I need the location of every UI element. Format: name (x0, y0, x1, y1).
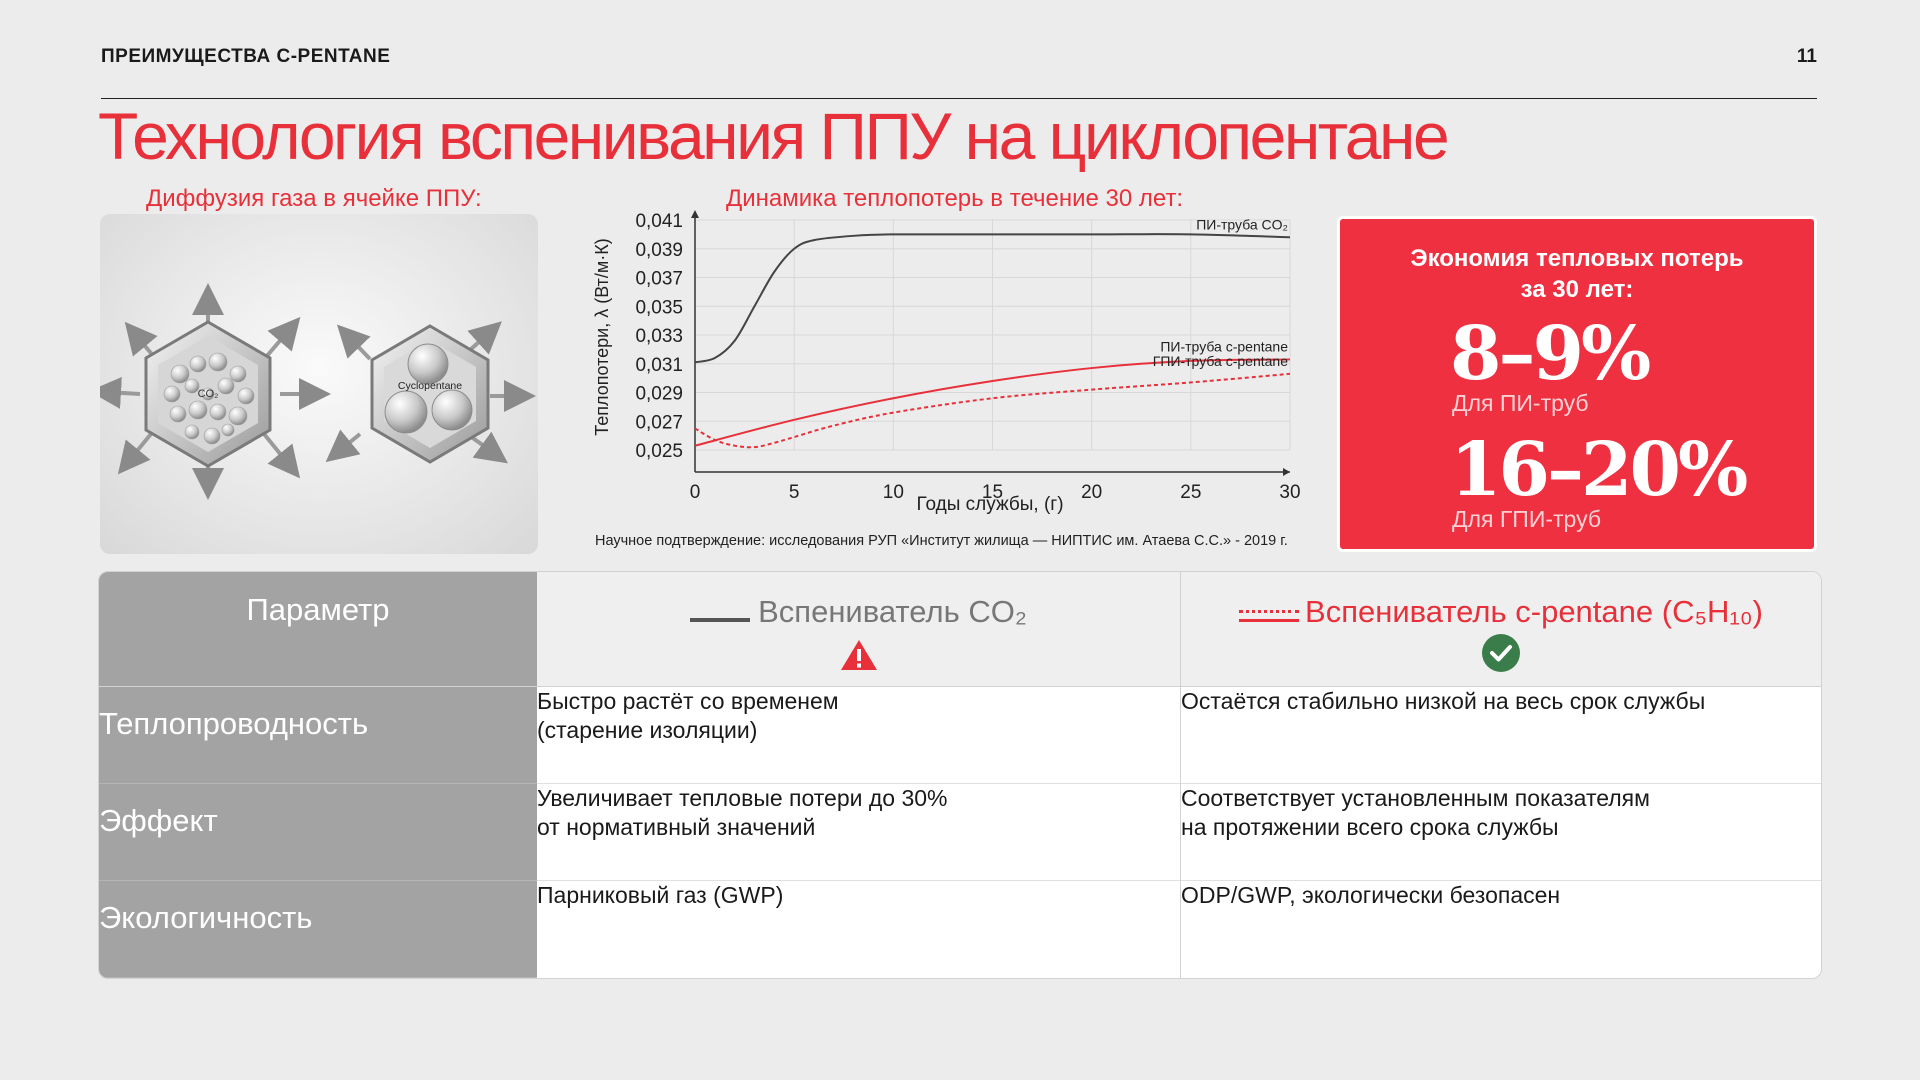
solid-line-legend-icon (690, 617, 751, 622)
row-cp-cell: Соответствует установленным показателям н… (1181, 784, 1821, 881)
row-co2-cell: Парниковый газ (GWP) (537, 881, 1181, 978)
header-divider (101, 98, 1817, 99)
heat-loss-chart: 0,041 0,039 0,037 0,035 0,033 0,031 0,029 0,027… (592, 210, 1301, 515)
y-tick-label: 0,029 (635, 384, 683, 405)
y-tick-label: 0,027 (635, 412, 683, 433)
savings-heading-line1: Экономия тепловых потерь (1410, 245, 1744, 272)
cyclopentane-cell-label: Cyclopentane (398, 380, 462, 392)
savings-card: Экономия тепловых потерь за 30 лет: 8–9%… (1337, 216, 1817, 552)
warning-icon (537, 638, 1180, 677)
row-co2-cell: Быстро растёт со временем (старение изоля… (537, 687, 1181, 784)
row-co2-cell: Увеличивает тепловые потери до 30% от нор… (537, 784, 1181, 881)
chart-heading: Динамика теплопотерь в течение 30 лет: (726, 185, 1184, 212)
table-row: Экологичность Парниковый газ (GWP) ODP/G… (99, 881, 1821, 978)
savings-heading: Экономия тепловых потерь за 30 лет: (1340, 243, 1814, 305)
x-tick-label: 10 (883, 482, 904, 503)
row-param: Экологичность (99, 881, 537, 978)
check-circle-icon (1181, 632, 1821, 679)
savings-stat-gpi: 16–20% (1450, 427, 1748, 513)
y-tick-label: 0,035 (635, 297, 683, 318)
savings-stat-pi: 8–9% (1450, 311, 1651, 397)
x-tick-label: 30 (1279, 482, 1300, 503)
series-line (694, 372, 1291, 449)
red-line-legend-icon (1239, 609, 1300, 622)
cell-text: (старение изоляции) (537, 717, 758, 743)
table-row: Теплопроводность Быстро растёт со времен… (99, 687, 1821, 784)
cell-text: Парниковый газ (GWP) (537, 882, 784, 908)
x-tick-label: 25 (1180, 482, 1201, 503)
y-tick-label: 0,033 (635, 326, 683, 347)
cell-text: Соответствует установленным показателям (1181, 785, 1650, 811)
y-tick-label: 0,037 (635, 269, 683, 290)
co2-cell: CO₂ (89, 283, 331, 500)
page-title: Технология вспенивания ППУ на циклопента… (98, 99, 1450, 173)
series-label: ПИ-труба c-pentane (1160, 338, 1288, 354)
x-axis-arrow (1283, 468, 1290, 476)
x-tick-label: 5 (789, 482, 800, 503)
cell-text: Увеличивает тепловые потери до 30% (537, 785, 948, 811)
comparison-table: Параметр Вспениватель CO₂ Вспениватель c… (98, 571, 1822, 979)
diffusion-heading: Диффузия газа в ячейке ППУ: (146, 185, 482, 212)
savings-caption-gpi: Для ГПИ-труб (1452, 506, 1602, 532)
citation: Научное подтверждение: исследования РУП … (595, 533, 1288, 549)
chart-series (694, 233, 1291, 449)
x-tick-label: 20 (1081, 482, 1102, 503)
page-number: 11 (1796, 46, 1817, 67)
section-label: ПРЕИМУЩЕСТВА C-PENTANE (101, 46, 391, 67)
cell-text: ODP/GWP, экологически безопасен (1181, 882, 1561, 908)
row-param: Теплопроводность (99, 687, 537, 784)
y-tick-label: 0,039 (635, 240, 683, 261)
y-axis-arrow (691, 210, 699, 218)
co2-cell-label: CO₂ (198, 388, 219, 400)
table-row: Эффект Увеличивает тепловые потери до 30… (99, 784, 1821, 881)
savings-caption-pi: Для ПИ-труб (1452, 390, 1589, 416)
cyclopentane-column-header: Вспениватель c-pentane (C₅H₁₀) (1181, 572, 1821, 687)
row-cp-cell: Остаётся стабильно низкой на весь срок с… (1181, 687, 1821, 784)
cell-text: на протяжении всего срока службы (1181, 814, 1559, 840)
diffusion-illustration: CO₂ Cyclopentane (89, 214, 538, 554)
cyclopentane-cell: Cyclopentane (325, 321, 536, 464)
cyclopentane-column-title: Вспениватель c-pentane (C₅H₁₀) (1305, 594, 1763, 629)
table-header-row: Параметр Вспениватель CO₂ Вспениватель c… (99, 572, 1821, 687)
chart-grid (694, 219, 1291, 451)
series-label: ГПИ-труба c-pentane (1153, 353, 1288, 369)
series-line (694, 358, 1291, 447)
y-axis-label: Теплопотери, λ (Вт/м·К) (592, 238, 612, 435)
series-labels: ПИ-труба CO₂ ПИ-труба c-pentaneГПИ-труба … (1153, 216, 1288, 369)
param-column-header: Параметр (99, 572, 537, 687)
row-cp-cell: ODP/GWP, экологически безопасен (1181, 881, 1821, 978)
series-line (694, 233, 1291, 364)
y-tick-label: 0,025 (635, 441, 683, 462)
co2-column-header: Вспениватель CO₂ (537, 572, 1181, 687)
cell-text: Быстро растёт со временем (537, 688, 839, 714)
x-tick-labels: 0 5 10 15 20 25 30 (690, 482, 1301, 503)
co2-column-title: Вспениватель CO₂ (758, 594, 1027, 629)
cell-text: Остаётся стабильно низкой на весь срок с… (1181, 688, 1706, 714)
y-tick-label: 0,041 (635, 211, 683, 232)
series-label: ПИ-труба CO₂ (1196, 216, 1288, 232)
savings-heading-line2: за 30 лет: (1520, 276, 1634, 303)
x-tick-label: 15 (982, 482, 1003, 503)
cell-text: от нормативный значений (537, 814, 816, 840)
x-axis-label: Годы службы, (г) (916, 494, 1063, 515)
x-tick-label: 0 (690, 482, 701, 503)
y-tick-labels: 0,041 0,039 0,037 0,035 0,033 0,031 0,029 0,027… (635, 211, 683, 462)
y-tick-label: 0,031 (635, 355, 683, 376)
row-param: Эффект (99, 784, 537, 881)
